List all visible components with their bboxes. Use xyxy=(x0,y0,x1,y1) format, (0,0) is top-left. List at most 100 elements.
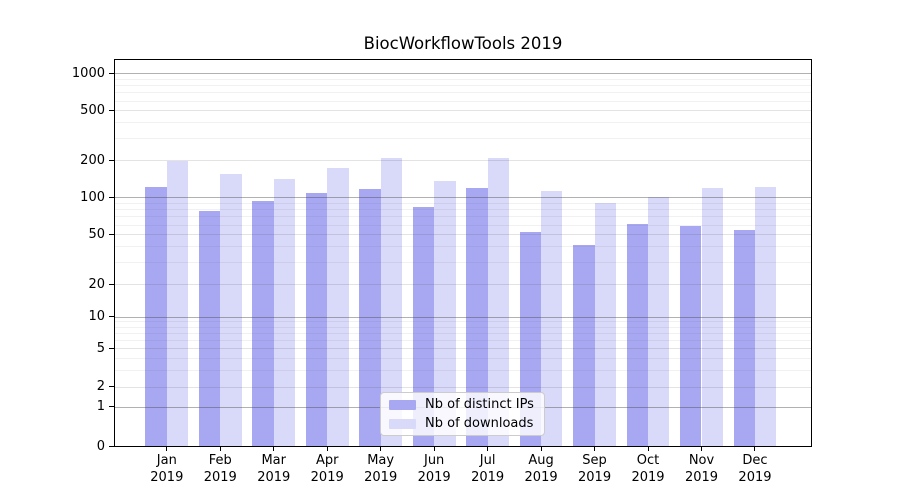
plot-area xyxy=(114,59,812,447)
x-tick-mark-jan xyxy=(166,446,168,451)
year-label: 2019 xyxy=(203,470,237,485)
month-label: Mar xyxy=(261,453,286,468)
y-tick-label-20: 20 xyxy=(88,276,105,292)
y-tick-mark-0 xyxy=(109,445,114,447)
gridline-minor-7 xyxy=(115,332,811,334)
year-label: 2019 xyxy=(471,470,505,485)
x-tick-label-oct: Oct 2019 xyxy=(618,452,678,486)
gridline-10 xyxy=(115,316,811,318)
month-label: Aug xyxy=(528,453,554,468)
x-tick-label-dec: Dec 2019 xyxy=(725,452,785,486)
gridline-minor-40 xyxy=(115,246,811,248)
year-label: 2019 xyxy=(257,470,291,485)
x-tick-label-jun: Jun 2019 xyxy=(404,452,464,486)
bar-distinct-ips-jan xyxy=(145,186,167,446)
bar-distinct-ips-jun xyxy=(412,206,435,446)
month-label: Dec xyxy=(742,453,768,468)
bar-downloads-oct xyxy=(648,197,670,446)
bar-downloads-dec xyxy=(754,187,777,446)
month-label: Jul xyxy=(479,453,496,468)
bar-distinct-ips-feb xyxy=(198,211,221,446)
legend-swatch-distinct-ips xyxy=(389,399,416,410)
gridline-200 xyxy=(115,160,811,161)
bar-downloads-jun xyxy=(434,180,456,446)
gridline-minor-600 xyxy=(115,100,811,102)
y-tick-label-5: 5 xyxy=(96,340,105,356)
legend-label-downloads: Nb of downloads xyxy=(425,416,534,431)
y-tick-label-500: 500 xyxy=(80,102,105,118)
gridline-2 xyxy=(115,386,811,388)
x-tick-mark-feb xyxy=(219,446,221,451)
y-tick-label-50: 50 xyxy=(88,226,105,242)
y-tick-mark-100 xyxy=(109,196,114,198)
gridline-20 xyxy=(115,284,811,286)
year-label: 2019 xyxy=(738,470,772,485)
y-tick-mark-500 xyxy=(109,109,114,111)
legend-swatch-downloads xyxy=(389,418,416,429)
year-label: 2019 xyxy=(578,470,612,485)
month-label: May xyxy=(367,453,395,468)
legend-label-distinct-ips: Nb of distinct IPs xyxy=(425,397,534,412)
month-label: Apr xyxy=(315,453,339,468)
y-tick-label-1000: 1000 xyxy=(71,65,105,81)
gridline-500 xyxy=(115,110,811,112)
y-tick-label-200: 200 xyxy=(80,152,105,168)
bar-downloads-may xyxy=(380,157,403,446)
month-label: Feb xyxy=(208,453,232,468)
bar-distinct-ips-oct xyxy=(626,223,649,446)
gridline-minor-60 xyxy=(115,224,811,226)
bar-distinct-ips-mar xyxy=(252,200,274,446)
bar-downloads-feb xyxy=(220,174,242,446)
gridline-minor-9 xyxy=(115,321,811,323)
x-tick-mark-apr xyxy=(326,446,328,451)
bar-downloads-mar xyxy=(273,179,296,446)
gridline-minor-30 xyxy=(115,262,811,264)
gridline-minor-700 xyxy=(115,92,811,94)
year-label: 2019 xyxy=(524,470,558,485)
bar-distinct-ips-nov xyxy=(680,226,702,446)
y-tick-label-0: 0 xyxy=(96,438,105,454)
bar-distinct-ips-apr xyxy=(305,193,328,446)
legend-row-distinct-ips: Nb of distinct IPs xyxy=(381,397,544,412)
year-label: 2019 xyxy=(684,470,719,485)
gridline-minor-300 xyxy=(115,138,811,139)
x-tick-label-jul: Jul 2019 xyxy=(458,452,518,486)
x-tick-mark-jun xyxy=(433,446,435,451)
y-tick-mark-10 xyxy=(109,316,114,318)
gridline-minor-80 xyxy=(115,209,811,211)
y-tick-mark-20 xyxy=(109,283,114,285)
bar-distinct-ips-dec xyxy=(733,230,755,446)
x-tick-label-apr: Apr 2019 xyxy=(297,452,357,486)
y-tick-mark-50 xyxy=(109,233,114,235)
month-label: Oct xyxy=(636,453,660,468)
gridline-minor-4 xyxy=(115,357,811,359)
x-tick-mark-sep xyxy=(594,446,596,451)
gridline-50 xyxy=(115,234,811,236)
y-tick-label-10: 10 xyxy=(88,309,105,325)
gridline-minor-400 xyxy=(115,122,811,124)
gridline-minor-90 xyxy=(115,202,811,204)
y-tick-mark-5 xyxy=(109,347,114,349)
y-tick-mark-1000 xyxy=(109,72,114,74)
bar-distinct-ips-sep xyxy=(573,245,595,446)
bar-downloads-sep xyxy=(594,202,616,446)
x-tick-mark-jul xyxy=(487,446,489,451)
gridline-minor-3 xyxy=(115,369,811,371)
gridline-minor-6 xyxy=(115,339,811,341)
x-tick-mark-aug xyxy=(540,446,542,451)
legend: Nb of distinct IPs Nb of downloads xyxy=(380,392,545,436)
gridline-1000 xyxy=(115,73,811,75)
month-label: Jan xyxy=(156,453,177,468)
bar-downloads-jan xyxy=(166,160,189,446)
gridline-5 xyxy=(115,348,811,350)
bar-downloads-nov xyxy=(701,188,723,446)
y-tick-label-100: 100 xyxy=(80,189,105,205)
gridline-minor-70 xyxy=(115,216,811,218)
x-tick-label-jan: Jan 2019 xyxy=(137,452,197,486)
chart-title: BiocWorkflowTools 2019 xyxy=(363,34,563,53)
x-tick-mark-nov xyxy=(701,446,702,451)
x-tick-mark-dec xyxy=(754,446,756,451)
month-label: Nov xyxy=(688,453,715,468)
gridline-minor-800 xyxy=(115,85,811,87)
